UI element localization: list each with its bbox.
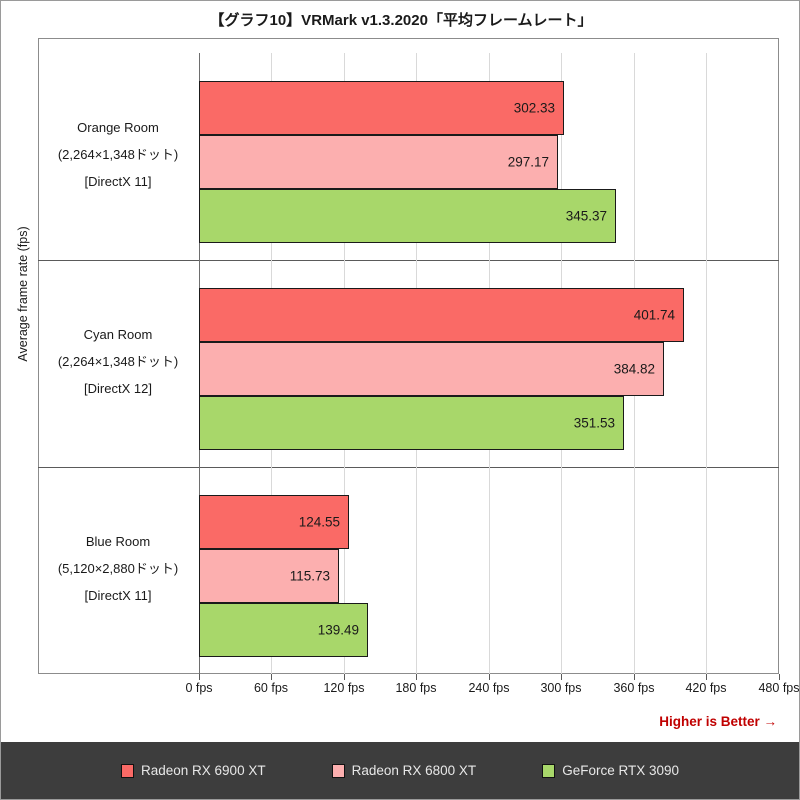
category-label-line3: [DirectX 11] [84,588,152,603]
y-axis-title: Average frame rate (fps) [16,226,30,362]
category-label-line3: [DirectX 12] [84,381,152,396]
bar-orange-room-rtx3090: 345.37 [199,189,616,243]
chart-legend: Radeon RX 6900 XT Radeon RX 6800 XT GeFo… [1,742,799,799]
xtick-mark [706,674,707,680]
bar-cyan-room-6800xt: 384.82 [199,342,664,396]
category-label-line2: (2,264×1,348ドット) [57,147,179,162]
legend-item-radeon-rx-6800-xt[interactable]: Radeon RX 6800 XT [331,763,477,778]
bar-value: 345.37 [565,208,607,224]
xtick-mark [416,674,417,680]
bar-cyan-room-6900xt: 401.74 [199,288,684,342]
xtick-mark [561,674,562,680]
bar-value: 351.53 [573,415,615,431]
plot-area: 302.33 297.17 345.37 401.74 384.82 351.5… [199,53,779,674]
category-label-orange-room: Orange Room (2,264×1,348ドット) [DirectX 11… [39,114,197,195]
xtick-label-300: 300 fps [540,681,582,695]
bar-value: 384.82 [613,361,655,377]
category-label-line3: [DirectX 11] [84,174,152,189]
bar-value: 124.55 [298,514,340,530]
xtick-label-180: 180 fps [395,681,437,695]
xtick-label-480: 480 fps [758,681,800,695]
bar-blue-room-rtx3090: 139.49 [199,603,368,657]
bar-cyan-room-rtx3090: 351.53 [199,396,624,450]
xtick-label-240: 240 fps [468,681,510,695]
bar-blue-room-6900xt: 124.55 [199,495,349,549]
bar-value: 302.33 [513,100,555,116]
xtick-mark [489,674,490,680]
xtick-label-360: 360 fps [613,681,655,695]
category-label-line1: Cyan Room [83,327,153,342]
category-label-line2: (5,120×2,880ドット) [57,561,179,576]
bar-value: 115.73 [289,568,330,584]
gridline-420fps [706,53,707,674]
legend-swatch-icon [121,763,134,778]
xtick-label-120: 120 fps [323,681,365,695]
bar-value: 139.49 [317,622,359,638]
bar-value: 401.74 [633,307,675,323]
legend-swatch-icon [331,763,345,778]
legend-label: Radeon RX 6900 XT [141,763,266,778]
group-separator [38,260,779,261]
legend-label: Radeon RX 6800 XT [351,763,477,778]
higher-is-better-annotation: Higher is Better → [659,714,777,729]
xtick-mark [634,674,635,680]
xtick-mark [199,674,200,680]
xtick-mark [271,674,272,680]
xtick-label-420: 420 fps [685,681,727,695]
group-separator [38,467,779,468]
category-label-line1: Blue Room [85,534,151,549]
bar-blue-room-6800xt: 115.73 [199,549,339,603]
xtick-mark [344,674,345,680]
legend-swatch-icon [542,763,556,778]
legend-label: GeForce RTX 3090 [562,763,679,778]
legend-item-geforce-rtx-3090[interactable]: GeForce RTX 3090 [542,763,679,778]
bar-orange-room-6900xt: 302.33 [199,81,564,135]
xtick-label-0: 0 fps [185,681,213,695]
legend-item-radeon-rx-6900-xt[interactable]: Radeon RX 6900 XT [121,763,266,778]
bar-value: 297.17 [507,154,549,170]
category-label-cyan-room: Cyan Room (2,264×1,348ドット) [DirectX 12] [39,321,197,402]
chart-title: 【グラフ10】VRMark v1.3.2020「平均フレームレート」 [209,12,593,29]
xtick-label-60: 60 fps [253,681,289,695]
bar-orange-room-6800xt: 297.17 [199,135,558,189]
xtick-mark [779,674,780,680]
category-label-line1: Orange Room [77,120,159,135]
category-label-blue-room: Blue Room (5,120×2,880ドット) [DirectX 11] [39,528,197,609]
category-label-line2: (2,264×1,348ドット) [57,354,179,369]
